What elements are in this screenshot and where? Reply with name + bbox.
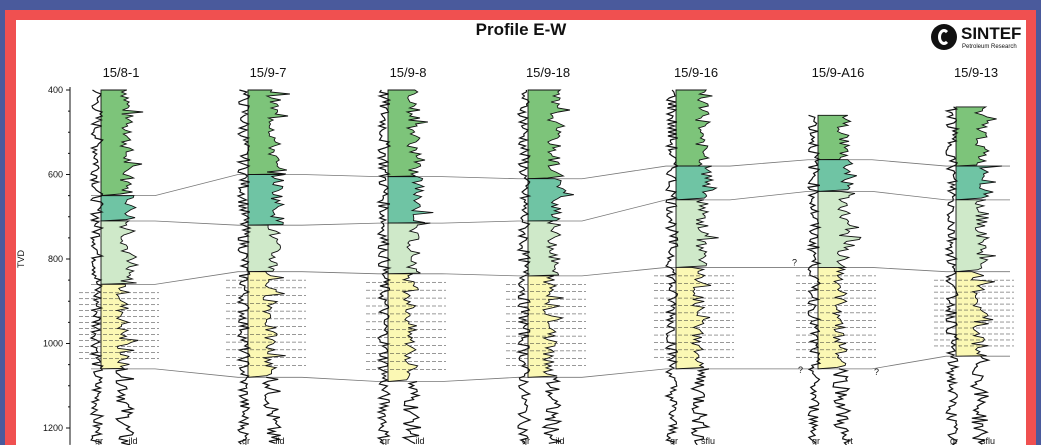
well-15-9-7: 15/9-7 gr ild <box>226 65 306 445</box>
well-zone-fill <box>100 89 144 197</box>
uncertainty-mark: ? <box>874 367 879 377</box>
well-name: 15/8-1 <box>103 65 140 80</box>
curve-label-resistivity: ild <box>128 436 137 445</box>
well-15-9-18: 15/9-18 gr ild <box>506 65 586 445</box>
well-zone-fill <box>955 199 996 273</box>
gr-curve <box>944 106 961 445</box>
well-name: 15/9-8 <box>390 65 427 80</box>
curve-label-resistivity: sflu <box>701 436 715 445</box>
resistivity-curve <box>401 380 422 445</box>
sintef-logo-icon <box>931 24 957 50</box>
well-zone-fill <box>955 106 997 167</box>
well-zone-fill <box>675 266 712 370</box>
uncertainty-mark: ? <box>792 257 797 267</box>
well-zone-fill <box>100 220 140 285</box>
resistivity-curve <box>969 355 991 445</box>
resistivity-curve <box>261 376 282 444</box>
gr-curve <box>664 89 680 445</box>
depth-tick-label: 1000 <box>43 339 63 349</box>
well-15-9-16: 15/9-16 gr sflu <box>654 65 734 445</box>
curve-label-gr: gr <box>242 436 250 445</box>
well-zone-fill <box>527 178 574 222</box>
curve-label-resistivity: ild <box>415 436 424 445</box>
well-15-9-8: 15/9-8 gr ild <box>366 65 446 445</box>
figure-title: Profile E-W <box>475 20 567 39</box>
figure-panel: Profile E-W SINTEF Petroleum Research 40… <box>16 20 1026 445</box>
gr-curve <box>806 114 822 444</box>
well-zone-fill <box>387 176 434 224</box>
well-zone-fill <box>247 89 290 175</box>
well-15-8-1: 15/8-1 gr ild <box>79 65 159 445</box>
well-name: 15/9-13 <box>954 65 998 80</box>
resistivity-curve <box>832 368 852 445</box>
well-zone-fill <box>817 114 852 161</box>
well-zone-fill <box>817 266 848 370</box>
well-zone-fill <box>247 271 286 378</box>
logo-subtitle: Petroleum Research <box>962 44 1017 50</box>
well-zone-fill <box>387 89 428 178</box>
resistivity-curve <box>114 368 136 445</box>
curve-label-gr: gr <box>522 436 530 445</box>
well-15-9-13: 15/9-13 gr sflu <box>934 65 1014 445</box>
well-zone-fill <box>817 190 862 268</box>
resistivity-curve <box>690 368 711 445</box>
well-zone-fill <box>527 275 565 378</box>
gr-curve <box>515 89 532 445</box>
curve-label-gr: gr <box>812 436 820 445</box>
well-zone-fill <box>527 89 571 180</box>
logo-name: SINTEF <box>961 24 1022 43</box>
depth-tick-label: 600 <box>48 170 63 180</box>
well-zone-fill <box>387 273 419 383</box>
curve-label-resistivity: rt <box>847 436 853 445</box>
well-name: 15/9-18 <box>526 65 570 80</box>
curve-label-gr: gr <box>950 436 958 445</box>
well-zone-fill <box>100 195 137 222</box>
well-zone-fill <box>527 220 562 277</box>
curve-label-gr: gr <box>382 436 390 445</box>
well-zone-fill <box>817 159 857 192</box>
well-zone-fill <box>675 199 719 268</box>
well-name: 15/9-7 <box>250 65 287 80</box>
gr-curve <box>235 89 252 445</box>
well-zone-fill <box>247 224 282 273</box>
well-profile-diagram: 400 600 800 1000 1200 TVD 15/8-1 gr ild 15/9-7 gr i… <box>16 65 1014 445</box>
well-zone-fill <box>100 283 139 370</box>
sintef-logo: SINTEF Petroleum Research <box>931 24 1021 54</box>
depth-tick-label: 800 <box>48 254 63 264</box>
gr-curve <box>376 89 392 445</box>
curve-label-gr: gr <box>670 436 678 445</box>
curve-label-resistivity: ild <box>275 436 284 445</box>
curve-label-gr: gr <box>95 436 103 445</box>
depth-tick-label: 1200 <box>43 423 63 433</box>
well-zone-fill <box>955 165 1003 201</box>
well-15-9-A16: 15/9-A16 gr rt??? <box>792 65 879 445</box>
well-zone-fill <box>387 222 431 275</box>
well-zone-fill <box>675 165 718 201</box>
curve-label-resistivity: sflu <box>981 436 995 445</box>
gr-curve <box>88 89 105 445</box>
well-zone-fill <box>955 271 995 357</box>
curve-label-resistivity: ild <box>555 436 564 445</box>
uncertainty-mark: ? <box>798 365 803 375</box>
depth-axis-label: TVD <box>16 249 26 268</box>
well-zone-fill <box>247 174 286 226</box>
resistivity-curve <box>541 376 563 444</box>
well-zone-fill <box>675 89 713 167</box>
well-name: 15/9-16 <box>674 65 718 80</box>
well-name: 15/9-A16 <box>812 65 865 80</box>
depth-tick-label: 400 <box>48 85 63 95</box>
